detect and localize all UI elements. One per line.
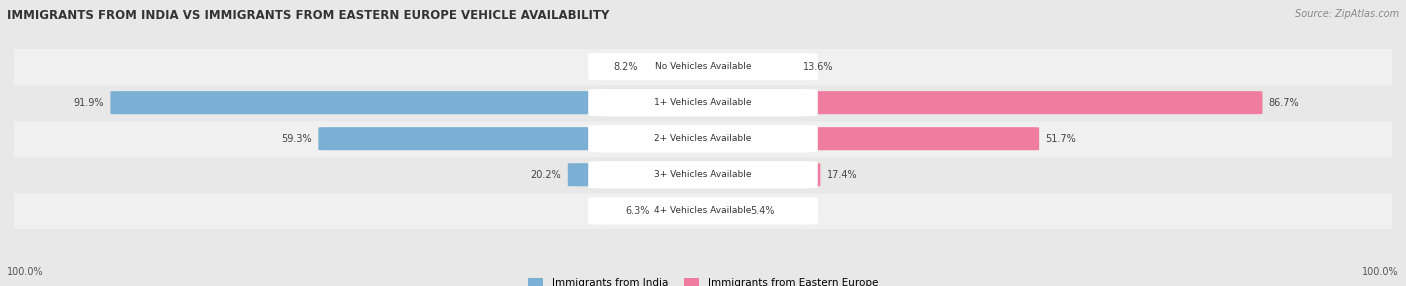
- FancyBboxPatch shape: [1, 84, 1405, 122]
- FancyBboxPatch shape: [644, 55, 710, 78]
- Text: 3+ Vehicles Available: 3+ Vehicles Available: [654, 170, 752, 179]
- FancyBboxPatch shape: [588, 197, 818, 225]
- Text: 20.2%: 20.2%: [530, 170, 561, 180]
- FancyBboxPatch shape: [111, 91, 710, 114]
- FancyBboxPatch shape: [588, 89, 818, 116]
- Text: 51.7%: 51.7%: [1046, 134, 1077, 144]
- FancyBboxPatch shape: [696, 163, 820, 186]
- Text: 100.0%: 100.0%: [7, 267, 44, 277]
- FancyBboxPatch shape: [657, 199, 710, 222]
- FancyBboxPatch shape: [696, 127, 1039, 150]
- Text: No Vehicles Available: No Vehicles Available: [655, 62, 751, 71]
- FancyBboxPatch shape: [568, 163, 710, 186]
- Text: 86.7%: 86.7%: [1268, 98, 1299, 108]
- Text: 2+ Vehicles Available: 2+ Vehicles Available: [654, 134, 752, 143]
- FancyBboxPatch shape: [1, 48, 1405, 86]
- Text: 13.6%: 13.6%: [803, 62, 832, 72]
- FancyBboxPatch shape: [1, 156, 1405, 194]
- Text: 5.4%: 5.4%: [751, 206, 775, 216]
- Text: Source: ZipAtlas.com: Source: ZipAtlas.com: [1295, 9, 1399, 19]
- Legend: Immigrants from India, Immigrants from Eastern Europe: Immigrants from India, Immigrants from E…: [523, 273, 883, 286]
- Text: 17.4%: 17.4%: [827, 170, 858, 180]
- FancyBboxPatch shape: [696, 55, 796, 78]
- Text: 6.3%: 6.3%: [626, 206, 650, 216]
- Text: 4+ Vehicles Available: 4+ Vehicles Available: [654, 206, 752, 215]
- Text: 59.3%: 59.3%: [281, 134, 312, 144]
- FancyBboxPatch shape: [318, 127, 710, 150]
- Text: 1+ Vehicles Available: 1+ Vehicles Available: [654, 98, 752, 107]
- Text: IMMIGRANTS FROM INDIA VS IMMIGRANTS FROM EASTERN EUROPE VEHICLE AVAILABILITY: IMMIGRANTS FROM INDIA VS IMMIGRANTS FROM…: [7, 9, 609, 21]
- Text: 91.9%: 91.9%: [73, 98, 104, 108]
- FancyBboxPatch shape: [696, 91, 1263, 114]
- Text: 8.2%: 8.2%: [613, 62, 638, 72]
- FancyBboxPatch shape: [1, 192, 1405, 230]
- FancyBboxPatch shape: [588, 125, 818, 152]
- FancyBboxPatch shape: [696, 199, 744, 222]
- FancyBboxPatch shape: [588, 161, 818, 188]
- FancyBboxPatch shape: [1, 120, 1405, 158]
- FancyBboxPatch shape: [588, 53, 818, 80]
- Text: 100.0%: 100.0%: [1362, 267, 1399, 277]
